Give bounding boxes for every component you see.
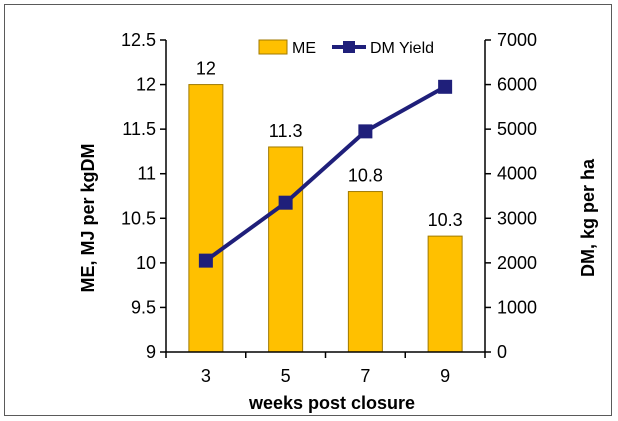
data-label-me-9: 10.3 [428,210,463,230]
data-labels-group: 12 11.3 10.8 10.3 [196,59,463,231]
y-left-tick-label-9.5: 9.5 [131,297,156,317]
chart-frame [4,4,612,416]
bar-me-3 [188,84,224,353]
data-label-me-5: 11.3 [269,121,303,141]
line-group [198,79,453,268]
y-right-tick-label-4000: 4000 [497,164,537,184]
point-dm-yield-3 [198,253,213,268]
legend-label-me: ME [292,40,316,57]
bar-me-5 [268,146,304,353]
x-tick-label-3: 3 [201,366,211,386]
y-right-tick-label-5000: 5000 [497,119,537,139]
point-dm-yield-5 [278,195,293,210]
ticks-group: 9 9.5 10 10.5 11 11.5 12 12.5 0 1000 2000 3000 4000 5… [121,30,537,386]
y-left-tick-label-9: 9 [146,342,156,362]
legend-marker-dm-yield [343,41,355,53]
y-right-tick-label-6000: 6000 [497,75,537,95]
x-tick-label-5: 5 [281,366,291,386]
point-dm-yield-9 [438,79,453,94]
x-axis-title: weeks post closure [248,393,415,413]
x-tick-label-9: 9 [440,366,450,386]
data-label-me-7: 10.8 [348,166,383,186]
y-axis-right-title: DM, kg per ha [578,158,598,277]
y-left-tick-label-12.5: 12.5 [121,30,156,50]
y-right-tick-label-3000: 3000 [497,208,537,228]
point-dm-yield-7 [358,124,373,139]
y-right-tick-label-7000: 7000 [497,30,537,50]
bars-group [188,84,463,353]
legend: ME DM Yield [258,39,434,57]
y-right-tick-label-1000: 1000 [497,297,537,317]
y-left-tick-label-11: 11 [137,164,156,184]
x-tick-label-7: 7 [360,366,370,386]
y-left-tick-label-10: 10 [136,253,156,273]
data-label-me-3: 12 [196,59,216,79]
bar-me-9 [427,235,463,353]
y-left-tick-label-11.5: 11.5 [122,119,156,139]
y-left-tick-label-10.5: 10.5 [121,208,156,228]
legend-swatch-me [258,39,288,55]
line-dm-yield [204,85,447,263]
y-right-tick-label-0: 0 [497,342,507,362]
y-axis-left-title: ME, MJ per kgDM [78,143,98,292]
y-right-tick-label-2000: 2000 [497,253,537,273]
y-left-tick-label-12: 12 [136,75,156,95]
bar-me-7 [347,191,383,353]
legend-label-dm-yield: DM Yield [370,40,434,57]
